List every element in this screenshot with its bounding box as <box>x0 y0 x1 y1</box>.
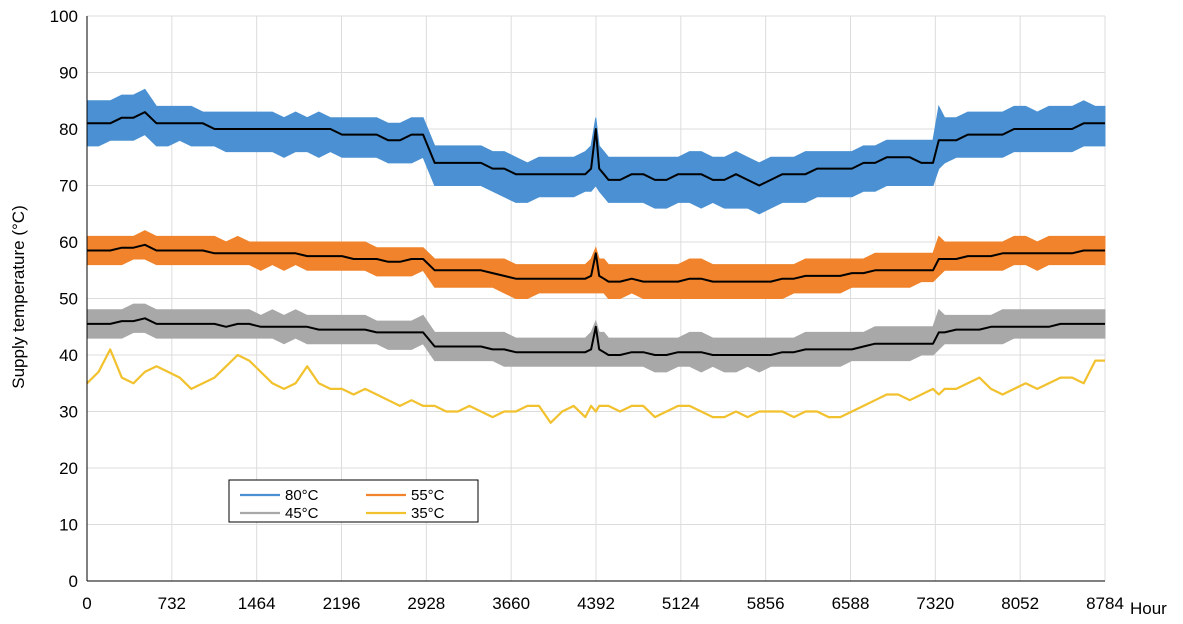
y-tick-label-3: 30 <box>59 403 78 422</box>
x-tick-label-9: 6588 <box>832 594 870 613</box>
series-band-0 <box>86 88 1106 215</box>
mean-line-1 <box>87 243 1105 283</box>
x-tick-label-4: 2928 <box>407 594 445 613</box>
y-tick-label-6: 60 <box>59 233 78 252</box>
y-tick-label-10: 100 <box>50 7 78 26</box>
y-tick-label-0: 0 <box>69 572 78 591</box>
legend-label-0: 80°C <box>285 487 319 504</box>
y-tick-label-7: 70 <box>59 177 78 196</box>
legend-label-1: 55°C <box>411 487 445 504</box>
tick-labels: 0 10 20 30 40 50 60 70 80 90 100 0 732 1464 2196 2928 36… <box>50 7 1124 613</box>
series-bands <box>86 88 1106 373</box>
x-tick-label-12: 8784 <box>1086 594 1124 613</box>
series-band-1 <box>86 230 1106 299</box>
x-tick-label-0: 0 <box>82 594 91 613</box>
x-tick-label-1: 732 <box>158 594 186 613</box>
x-tick-label-3: 2196 <box>323 594 361 613</box>
x-tick-label-10: 7320 <box>916 594 954 613</box>
x-tick-label-7: 5124 <box>662 594 700 613</box>
legend-label-3: 35°C <box>411 505 445 522</box>
mean-line-2 <box>87 317 1105 356</box>
x-tick-label-6: 4392 <box>577 594 615 613</box>
y-tick-label-8: 80 <box>59 120 78 139</box>
legend-box <box>228 479 479 523</box>
y-tick-label-4: 40 <box>59 346 78 365</box>
y-tick-label-9: 90 <box>59 64 78 83</box>
x-tick-label-2: 1464 <box>238 594 276 613</box>
legend: 80°C 55°C 45°C 35°C <box>228 479 479 523</box>
series-line-3 <box>86 348 1105 424</box>
series-band-2 <box>86 303 1106 373</box>
y-tick-label-1: 10 <box>59 516 78 535</box>
y-tick-label-5: 50 <box>59 290 78 309</box>
x-tick-label-11: 8052 <box>1001 594 1039 613</box>
y-axis-label: Supply temperature (°C) <box>9 205 28 388</box>
axes <box>86 16 1105 582</box>
legend-label-2: 45°C <box>285 505 319 522</box>
x-axis-label: Hour <box>1130 599 1167 618</box>
mean-line-0 <box>87 111 1105 187</box>
x-tick-label-5: 3660 <box>492 594 530 613</box>
y-tick-label-2: 20 <box>59 459 78 478</box>
x-tick-label-8: 5856 <box>747 594 785 613</box>
series-lines <box>86 111 1105 424</box>
